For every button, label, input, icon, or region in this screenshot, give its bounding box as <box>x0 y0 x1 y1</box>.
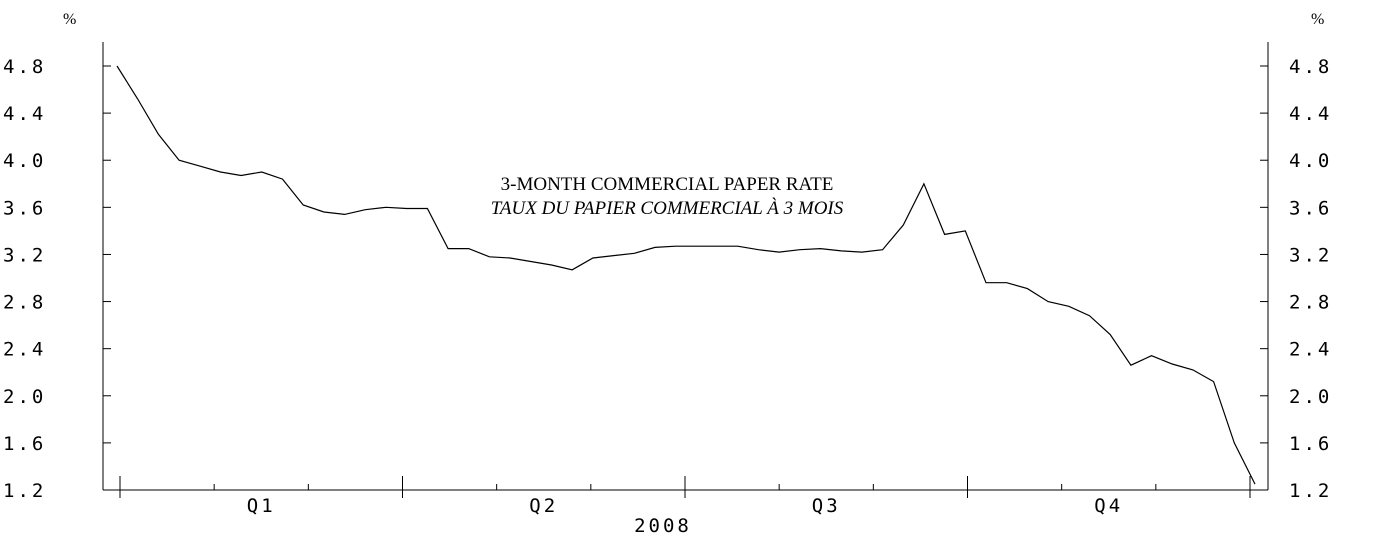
y-tick-label-left: 2.4 <box>3 339 46 361</box>
x-quarter-label: Q4 <box>1094 495 1123 517</box>
y-tick-label-left: 4.8 <box>3 56 46 78</box>
ticks <box>103 65 1268 498</box>
y-tick-label-left: 2.8 <box>3 292 46 314</box>
y-tick-label-left: 1.6 <box>3 433 46 455</box>
tick-labels: 4.8 4.8 4.4 4.4 4.0 4.0 3.6 3.6 3.2 3.2 2.8 2.8 2.4 2… <box>3 56 1332 517</box>
series-group <box>116 65 1256 485</box>
y-tick-label-right: 2.8 <box>1289 292 1332 314</box>
y-tick-label-right: 2.0 <box>1289 386 1332 408</box>
y-tick-label-left: 2.0 <box>3 386 46 408</box>
y-tick-label-left: 4.4 <box>3 103 46 125</box>
y-tick-label-right: 1.2 <box>1289 480 1332 502</box>
y-tick-label-right: 4.0 <box>1289 150 1332 172</box>
y-tick-label-right: 3.2 <box>1289 244 1332 266</box>
y-tick-label-left: 3.2 <box>3 244 46 266</box>
left-unit-label: % <box>63 11 76 28</box>
y-tick-label-right: 4.4 <box>1289 103 1332 125</box>
x-quarter-label: Q3 <box>812 495 841 517</box>
y-tick-label-left: 3.6 <box>3 197 46 219</box>
right-unit-label: % <box>1311 11 1324 28</box>
series-line <box>116 65 1256 485</box>
y-tick-label-right: 2.4 <box>1289 339 1332 361</box>
y-tick-label-right: 1.6 <box>1289 433 1332 455</box>
chart-subtitle: TAUX DU PAPIER COMMERCIAL À 3 MOIS <box>491 197 844 219</box>
axes <box>102 42 1269 491</box>
chart-title: 3-MONTH COMMERCIAL PAPER RATE <box>501 174 834 195</box>
x-quarter-label: Q1 <box>247 495 276 517</box>
x-axis-year-label: 2008 <box>634 515 692 537</box>
y-tick-label-left: 1.2 <box>3 480 46 502</box>
x-quarter-label: Q2 <box>529 495 558 517</box>
y-tick-label-right: 4.8 <box>1289 56 1332 78</box>
y-tick-label-left: 4.0 <box>3 150 46 172</box>
y-tick-label-right: 3.6 <box>1289 197 1332 219</box>
